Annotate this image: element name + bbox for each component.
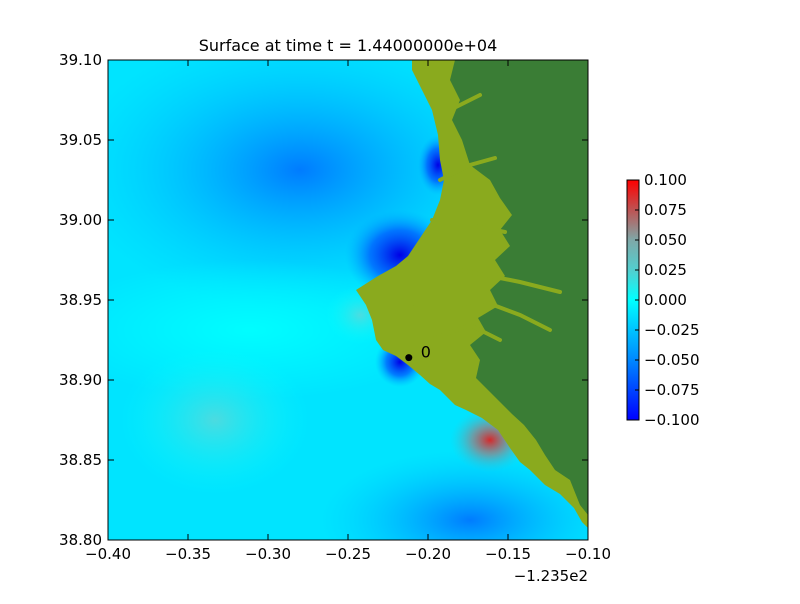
y-tick-label: 39.05 (59, 131, 102, 149)
ocean-blue-field-south (320, 450, 588, 540)
stream-valley-2 (430, 218, 507, 234)
stream-valley-5 (428, 322, 502, 342)
stream-valley-3 (418, 260, 562, 294)
colorbar-tick-label: −0.025 (644, 321, 700, 339)
y-tick-label: 38.90 (59, 371, 102, 389)
stream-valley-4 (398, 297, 552, 332)
colorbar-tick-label: 0.100 (644, 171, 687, 189)
colorbar-tick-label: −0.100 (644, 411, 700, 429)
stream-valley-6 (448, 93, 482, 112)
x-axis-ticks: −0.40 −0.35 −0.30 −0.25 −0.20 −0.15 −0.10 (85, 60, 611, 563)
colorbar-tick-label: 0.075 (644, 201, 687, 219)
land-stream-valleys (398, 93, 562, 342)
x-tick-label: −0.15 (485, 545, 531, 563)
colorbar-tick-label: −0.075 (644, 381, 700, 399)
y-tick-label: 39.10 (59, 51, 102, 69)
x-tick-label: −0.20 (405, 545, 451, 563)
y-tick-label: 39.00 (59, 211, 102, 229)
stream-valley-1 (438, 156, 497, 182)
gauge-marker (405, 354, 413, 362)
colorbar-tick-label: 0.025 (644, 261, 687, 279)
colorbar-tick-label: 0.000 (644, 291, 687, 309)
y-tick-label: 38.80 (59, 531, 102, 549)
colorbar-tick-label: −0.050 (644, 351, 700, 369)
plot-area: 0 (108, 60, 588, 540)
x-tick-label: −0.40 (85, 545, 131, 563)
x-tick-label: −0.25 (325, 545, 371, 563)
chart-title: Surface at time t = 1.44000000e+04 (199, 36, 498, 55)
y-axis-ticks: 38.80 38.85 38.90 38.95 39.00 39.05 39.10 (59, 51, 588, 549)
colorbar-tick-label: 0.050 (644, 231, 687, 249)
y-tick-label: 38.95 (59, 291, 102, 309)
land-highland (450, 60, 588, 515)
ocean-cyan-patch-sw (120, 345, 310, 495)
x-offset-label: −1.235e2 (514, 567, 588, 585)
colorbar-ticks: −0.100 −0.075 −0.050 −0.025 0.000 0.025 0.050 0… (635, 171, 700, 429)
x-tick-label: −0.35 (165, 545, 211, 563)
gauge-label: 0 (421, 343, 431, 362)
y-tick-label: 38.85 (59, 451, 102, 469)
x-tick-label: −0.30 (245, 545, 291, 563)
x-tick-label: −0.10 (565, 545, 611, 563)
